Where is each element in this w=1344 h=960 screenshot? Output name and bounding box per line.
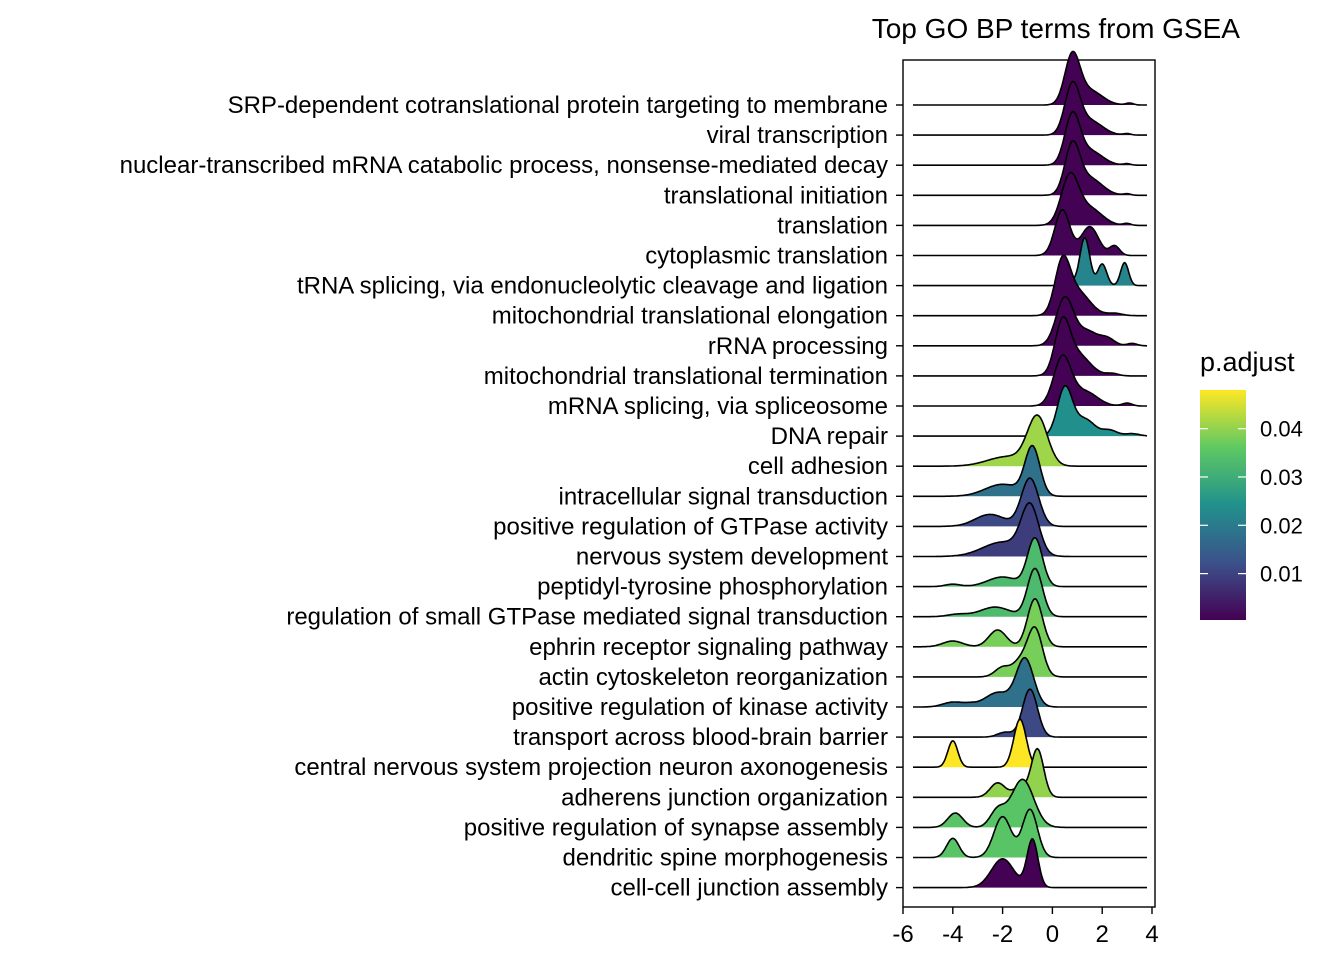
ridge-fill: [913, 81, 1147, 136]
y-tick-label: tRNA splicing, via endonucleolytic cleav…: [297, 273, 888, 300]
y-tick-label: translation: [777, 212, 888, 239]
x-tick-label: -2: [992, 921, 1013, 948]
ridge-outline: [913, 110, 1147, 166]
colorbar: [1200, 390, 1246, 620]
ridge-fill: [913, 140, 1147, 196]
ridge-outline: [913, 747, 1147, 799]
ridge-outline: [913, 625, 1147, 678]
colorbar-tick-label: 0.02: [1260, 513, 1303, 538]
ridge-fill: [913, 719, 1147, 768]
y-tick-label: nervous system development: [576, 544, 888, 571]
legend-title: p.adjust: [1200, 347, 1295, 377]
y-tick-label: mitochondrial translational termination: [484, 363, 888, 390]
y-tick-label: dendritic spine morphogenesis: [562, 845, 888, 872]
ridge-fill: [913, 689, 1147, 738]
y-tick-label: DNA repair: [771, 423, 888, 450]
colorbar-tick-label: 0.04: [1260, 417, 1303, 442]
ridge-outline: [913, 597, 1147, 648]
ridge-outline: [913, 444, 1147, 498]
ridge-fill: [913, 502, 1147, 557]
ridge-fill: [913, 415, 1147, 467]
ridge-fill: [913, 51, 1147, 105]
ridge-outline: [913, 80, 1147, 136]
x-tick-label: 0: [1046, 921, 1059, 948]
ridge-outline: [913, 254, 1147, 317]
y-tick-label: central nervous system projection neuron…: [294, 754, 888, 781]
ridge-outline: [913, 477, 1147, 528]
ridge-fill: [913, 237, 1147, 286]
ridge-outline: [913, 501, 1147, 558]
ridge-fill: [913, 779, 1147, 828]
ridge-fill: [913, 111, 1147, 166]
y-tick-label: translational initiation: [664, 182, 888, 209]
ridge-outline: [913, 656, 1147, 708]
colorbar-ticks: 0.04 0.03 0.02 0.01: [1200, 417, 1303, 587]
x-tick-label: -6: [892, 921, 913, 948]
x-tick-label: 2: [1096, 921, 1109, 948]
ridge-outline: [913, 354, 1147, 407]
y-tick-label: actin cytoskeleton reorganization: [538, 664, 888, 691]
x-tick-label: -4: [942, 921, 963, 948]
y-tick-label: positive regulation of kinase activity: [512, 694, 888, 721]
y-tick-label: intracellular signal transduction: [558, 483, 888, 510]
y-tick-label: peptidyl-tyrosine phosphorylation: [537, 574, 888, 601]
ridge-outline: [913, 808, 1147, 859]
ridge-outline: [913, 537, 1147, 588]
plot-panel: [902, 59, 1156, 908]
y-tick-label: positive regulation of GTPase activity: [493, 513, 888, 540]
ridge-outline: [913, 688, 1147, 738]
y-tick-label: transport across blood-brain barrier: [513, 724, 888, 751]
ridge-fill: [913, 537, 1147, 587]
y-tick-label: cell adhesion: [748, 453, 888, 480]
y-tick-label: regulation of small GTPase mediated sign…: [286, 604, 888, 631]
ridge-fill: [913, 445, 1147, 497]
chart-title: Top GO BP terms from GSEA: [872, 13, 1241, 44]
x-tick-label: 4: [1145, 921, 1158, 948]
ridge-fill: [913, 296, 1147, 346]
ridge-fill: [913, 568, 1147, 617]
y-axis: SRP-dependent cotranslational protein ta…: [120, 92, 903, 902]
ridge-fill: [913, 598, 1147, 647]
ridge-outline: [913, 50, 1147, 106]
y-tick-label: SRP-dependent cotranslational protein ta…: [228, 92, 888, 119]
y-tick-label: rRNA processing: [708, 333, 888, 360]
y-tick-label: positive regulation of synapse assembly: [464, 814, 888, 841]
y-tick-label: cytoplasmic translation: [645, 243, 888, 270]
ridge-fill: [913, 172, 1147, 226]
x-axis: -6 -4 -2 0 2 4: [892, 907, 1159, 948]
ridges: [913, 50, 1148, 889]
ridge-outline: [913, 567, 1147, 618]
y-tick-label: nuclear-transcribed mRNA catabolic proce…: [120, 152, 888, 179]
ridge-outline: [913, 718, 1147, 768]
ridge-outline: [913, 837, 1147, 889]
ridge-fill: [913, 838, 1147, 888]
colorbar-tick-label: 0.01: [1260, 562, 1303, 587]
y-tick-label: cell-cell junction assembly: [611, 875, 888, 902]
ridge-outline: [913, 295, 1147, 347]
y-tick-label: mRNA splicing, via spliceosome: [548, 393, 888, 420]
y-tick-label: mitochondrial translational elongation: [492, 303, 888, 330]
ridge-outline: [913, 139, 1147, 197]
ridge-outline: [913, 236, 1147, 287]
ridge-outline: [913, 414, 1147, 467]
legend: p.adjust 0.04 0.03 0.02 0.01: [1200, 347, 1303, 620]
ridge-fill: [913, 809, 1147, 858]
colorbar-tick-label: 0.03: [1260, 465, 1303, 490]
y-tick-label: adherens junction organization: [561, 784, 888, 811]
ridge-fill: [913, 385, 1147, 437]
ridge-outline: [913, 171, 1147, 227]
ridge-outline: [913, 315, 1147, 377]
ridge-fill: [913, 209, 1147, 256]
ridge-fill: [913, 657, 1147, 707]
ridge-outline: [913, 778, 1147, 829]
ridge-fill: [913, 355, 1147, 406]
ridge-fill: [913, 626, 1147, 677]
ridge-fill: [913, 748, 1147, 798]
y-tick-label: ephrin receptor signaling pathway: [529, 634, 888, 661]
y-tick-label: viral transcription: [707, 122, 888, 149]
ridge-outline: [913, 209, 1147, 257]
